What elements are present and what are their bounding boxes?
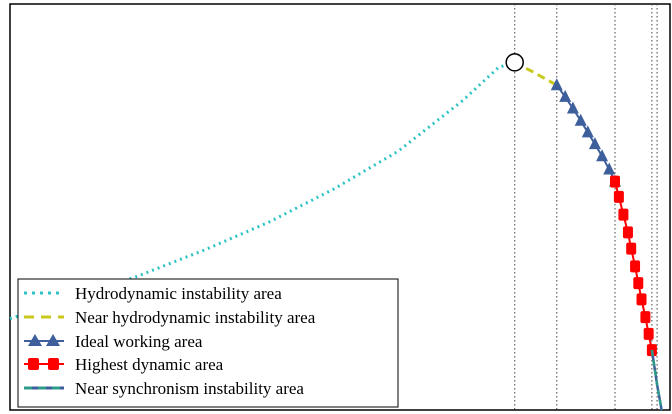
- legend-swatch-triangle-2: [46, 334, 60, 346]
- series-3-point-4: [574, 113, 587, 126]
- legend-swatch-square-2: [48, 358, 59, 370]
- series-3-point-8: [603, 162, 616, 175]
- legend-swatch-triangle-1: [28, 334, 42, 346]
- legend-entry-ideal-working: Ideal working area: [24, 332, 203, 351]
- series-4-point-6: [630, 260, 641, 273]
- legend-entry-near-synchronism: Near synchronism instability area: [24, 379, 304, 398]
- legend-entry-highest-dynamic: Highest dynamic area: [24, 355, 224, 374]
- legend-label-near-synchronism: Near synchronism instability area: [75, 379, 304, 398]
- series-4-point-4: [622, 226, 633, 239]
- series-3-point-3: [566, 101, 579, 114]
- legend: Hydrodynamic instability area Near hydro…: [17, 278, 399, 408]
- series-4-point-2: [613, 190, 624, 203]
- legend-entry-hydrodynamic-instability: Hydrodynamic instability area: [24, 284, 282, 303]
- series-3-point-7: [596, 149, 609, 162]
- series-3-point-5: [581, 125, 594, 138]
- series-4-point-7: [633, 277, 644, 290]
- markers-group: [505, 53, 524, 72]
- series-4-point-1: [610, 175, 620, 188]
- legend-label-near-hydrodynamic: Near hydrodynamic instability area: [75, 308, 316, 327]
- legend-label-ideal-working: Ideal working area: [75, 332, 203, 351]
- series-3-point-6: [588, 137, 601, 150]
- series-3-point-2: [559, 89, 572, 102]
- legend-label-hydrodynamic-instability: Hydrodynamic instability area: [75, 284, 282, 303]
- series-4-point-3: [618, 208, 629, 221]
- legend-entry-near-hydrodynamic: Near hydrodynamic instability area: [24, 308, 316, 327]
- open-circle-marker-1: [505, 53, 524, 72]
- series-4-point-8: [636, 293, 647, 306]
- series-4-point-5: [626, 242, 637, 255]
- legend-label-highest-dynamic: Highest dynamic area: [75, 355, 224, 374]
- series-3-point-1: [550, 78, 563, 91]
- series-4-point-10: [643, 327, 654, 340]
- series-4-point-9: [640, 311, 651, 324]
- legend-swatch-square-1: [28, 358, 39, 370]
- legend-box: [17, 278, 399, 408]
- series-5-line: [650, 349, 663, 411]
